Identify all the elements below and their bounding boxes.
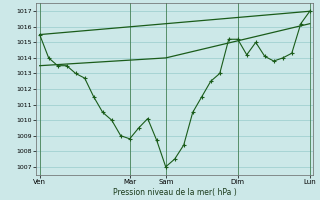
X-axis label: Pression niveau de la mer( hPa ): Pression niveau de la mer( hPa ) <box>113 188 236 197</box>
